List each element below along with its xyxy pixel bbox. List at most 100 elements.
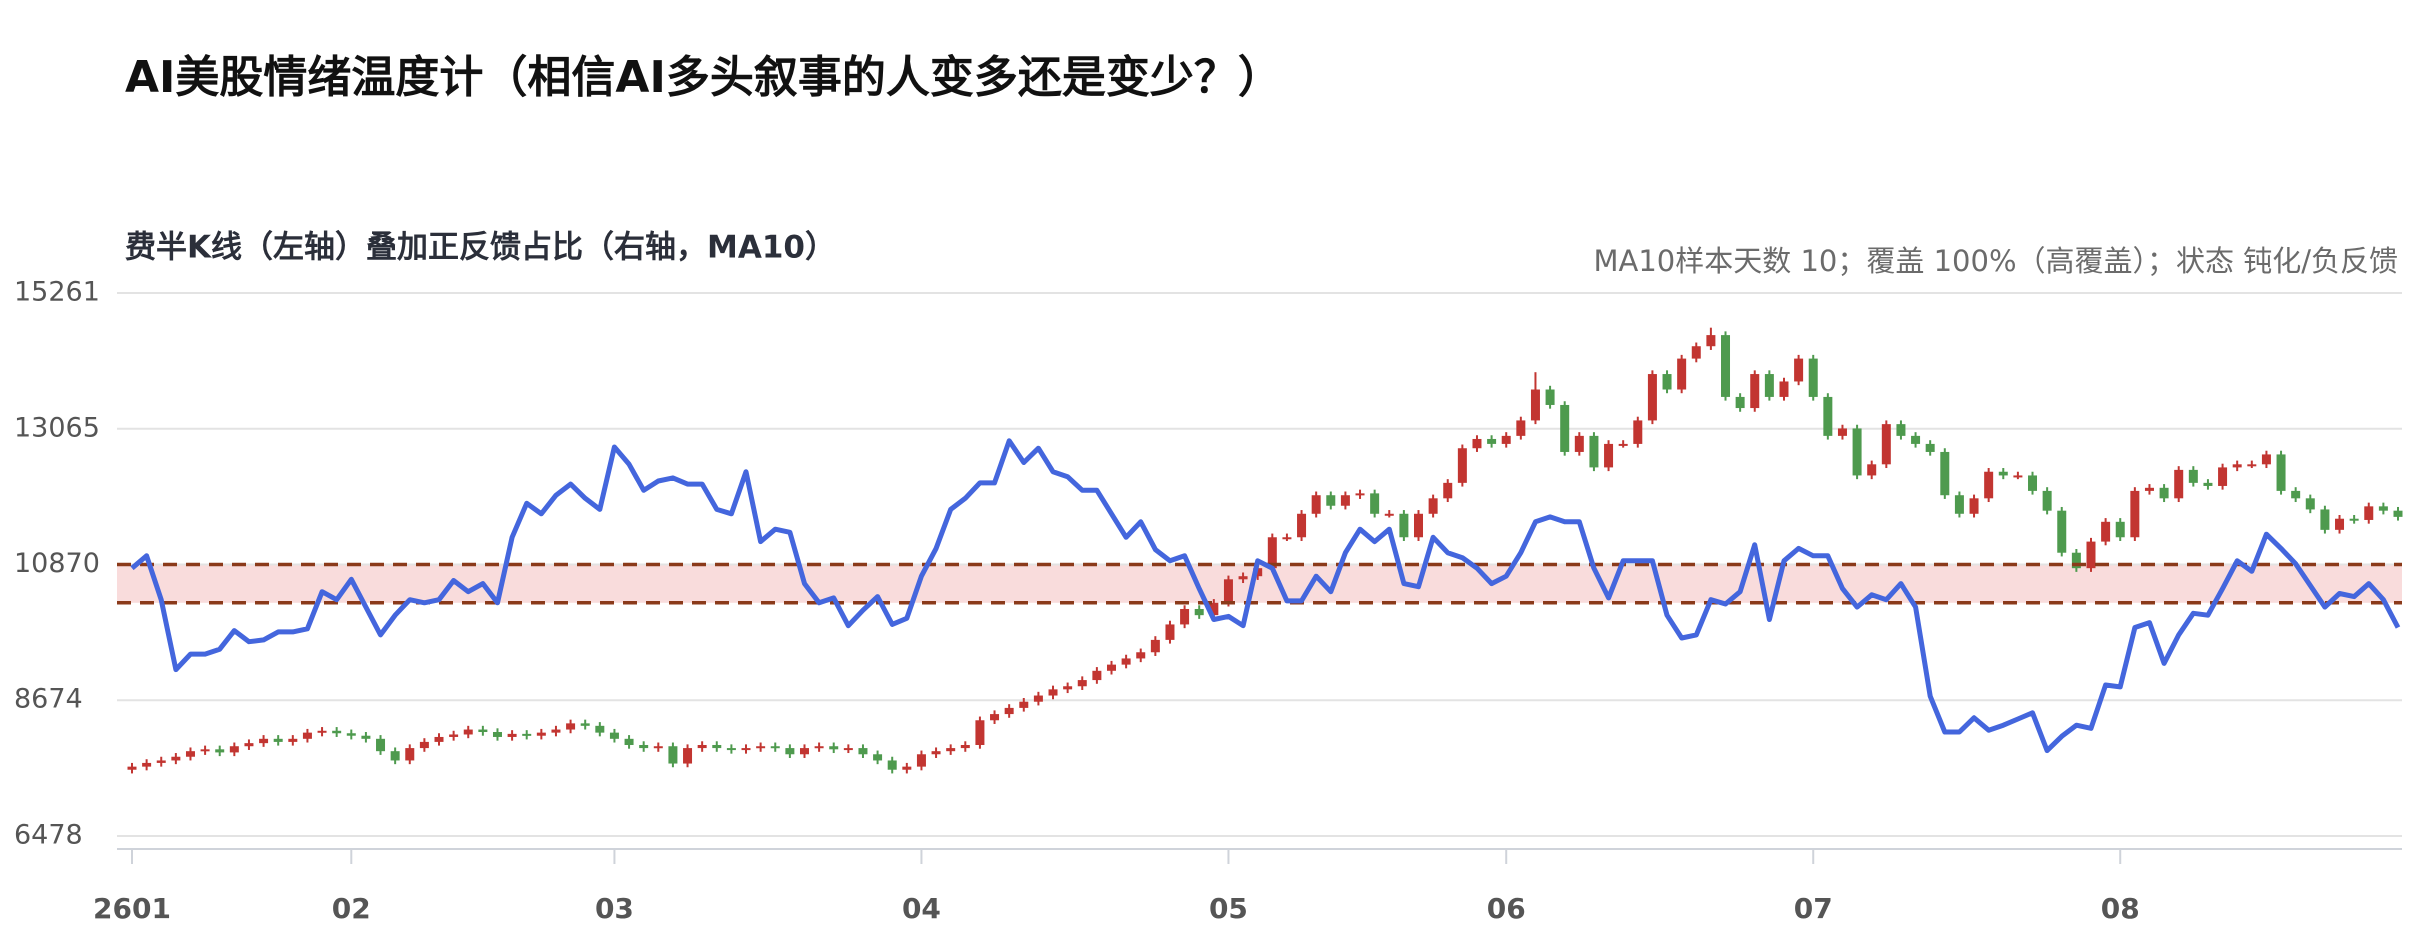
candle-body bbox=[624, 738, 634, 745]
candle-body bbox=[229, 746, 239, 753]
candle-body bbox=[1896, 424, 1906, 436]
candle-body bbox=[2261, 454, 2271, 465]
candle-body bbox=[683, 748, 693, 764]
candle-body bbox=[1282, 537, 1292, 540]
candle-body bbox=[1106, 664, 1116, 671]
candle-body bbox=[2291, 490, 2301, 499]
candle-body bbox=[1735, 396, 1745, 409]
candle-body bbox=[215, 749, 225, 753]
candle-body bbox=[2305, 498, 2315, 510]
candle-body bbox=[785, 748, 795, 755]
candle-body bbox=[492, 732, 502, 737]
candle-body bbox=[1867, 464, 1877, 476]
x-tick-label: 04 bbox=[902, 892, 941, 925]
x-tick-label: 2601 bbox=[93, 892, 171, 925]
candle-body bbox=[1969, 498, 1979, 514]
candle-body bbox=[361, 735, 371, 739]
candle-body bbox=[2071, 552, 2081, 569]
candle-body bbox=[288, 738, 298, 742]
candle-body bbox=[1165, 624, 1175, 640]
candle-body bbox=[376, 738, 386, 752]
candle-body bbox=[1004, 707, 1014, 715]
candle-body bbox=[887, 760, 897, 770]
candle-body bbox=[2364, 506, 2374, 520]
candle-body bbox=[1384, 513, 1394, 516]
candle-body bbox=[1092, 670, 1102, 681]
candle-body bbox=[1472, 438, 1482, 449]
candle-body bbox=[2349, 518, 2359, 521]
candle-body bbox=[1121, 658, 1131, 665]
candle-body bbox=[1487, 438, 1497, 444]
candle-body bbox=[2057, 510, 2067, 553]
candle-body bbox=[1516, 420, 1526, 436]
candle-body bbox=[1574, 435, 1584, 452]
candle-body bbox=[2013, 475, 2023, 478]
candle-body bbox=[1443, 482, 1453, 499]
candle-body bbox=[1633, 420, 1643, 444]
candle-body bbox=[741, 748, 751, 751]
candle-body bbox=[405, 748, 415, 761]
candle-body bbox=[1370, 493, 1380, 514]
candle-body bbox=[1326, 495, 1336, 506]
y-tick-label: 10870 bbox=[14, 548, 100, 579]
candle-body bbox=[478, 729, 488, 733]
candle-body bbox=[536, 732, 546, 736]
y-tick-label: 13065 bbox=[14, 412, 100, 443]
candle-body bbox=[1399, 513, 1409, 538]
candle-body bbox=[1136, 652, 1146, 659]
y-tick-label: 8674 bbox=[14, 684, 83, 715]
candle-body bbox=[127, 766, 137, 770]
x-tick-label: 05 bbox=[1209, 892, 1248, 925]
candle-body bbox=[1209, 602, 1219, 616]
candle-body bbox=[522, 733, 532, 736]
candle-body bbox=[1589, 435, 1599, 468]
candle-body bbox=[843, 748, 853, 751]
candle-body bbox=[332, 730, 342, 734]
candle-body bbox=[1077, 680, 1087, 687]
candle-body bbox=[814, 746, 824, 749]
candle-body bbox=[1677, 358, 1687, 390]
candle-body bbox=[1238, 576, 1248, 580]
candle-body bbox=[595, 725, 605, 733]
candle-body bbox=[1560, 404, 1570, 452]
candle-body bbox=[1779, 381, 1789, 397]
candle-body bbox=[1691, 346, 1701, 359]
candle-body bbox=[1267, 537, 1277, 569]
candle-body bbox=[960, 744, 970, 749]
candle-body bbox=[1837, 428, 1847, 436]
candle-body bbox=[1194, 608, 1204, 616]
candle-body bbox=[1150, 639, 1160, 653]
candle-body bbox=[668, 746, 678, 764]
candle-body bbox=[609, 732, 619, 739]
candle-body bbox=[1457, 448, 1467, 483]
candle-body bbox=[1355, 493, 1365, 496]
candle-body bbox=[2042, 490, 2052, 511]
candle-body bbox=[317, 730, 327, 733]
candle-body bbox=[1297, 513, 1307, 538]
candle-body bbox=[507, 733, 517, 737]
candle-body bbox=[712, 744, 722, 749]
candle-body bbox=[2159, 487, 2169, 499]
candle-body bbox=[1823, 396, 1833, 436]
status-note: MA10样本天数 10；覆盖 100%（高覆盖）；状态 钝化/负反馈 bbox=[1594, 244, 2399, 278]
candle-body bbox=[726, 748, 736, 751]
candle-body bbox=[1414, 513, 1424, 538]
candle-body bbox=[2188, 469, 2198, 483]
x-tick-label: 06 bbox=[1487, 892, 1526, 925]
candle-body bbox=[463, 729, 473, 735]
candle-body bbox=[1063, 686, 1073, 690]
candle-body bbox=[2232, 464, 2242, 468]
chart-title: AI美股情绪温度计（相信AI多头叙事的人变多还是变少？） bbox=[125, 52, 1282, 103]
ratio-line bbox=[130, 438, 2401, 754]
candle-body bbox=[390, 751, 400, 761]
y-tick-label: 6478 bbox=[14, 820, 83, 851]
y-tick-label: 15261 bbox=[14, 277, 100, 308]
candle-body bbox=[1808, 358, 1818, 397]
candle-body bbox=[653, 746, 663, 749]
candle-body bbox=[185, 751, 195, 757]
candle-body bbox=[1618, 443, 1628, 446]
x-tick-label: 08 bbox=[2101, 892, 2140, 925]
candle-body bbox=[244, 743, 254, 747]
candle-body bbox=[200, 749, 210, 752]
candle-body bbox=[1530, 389, 1540, 421]
